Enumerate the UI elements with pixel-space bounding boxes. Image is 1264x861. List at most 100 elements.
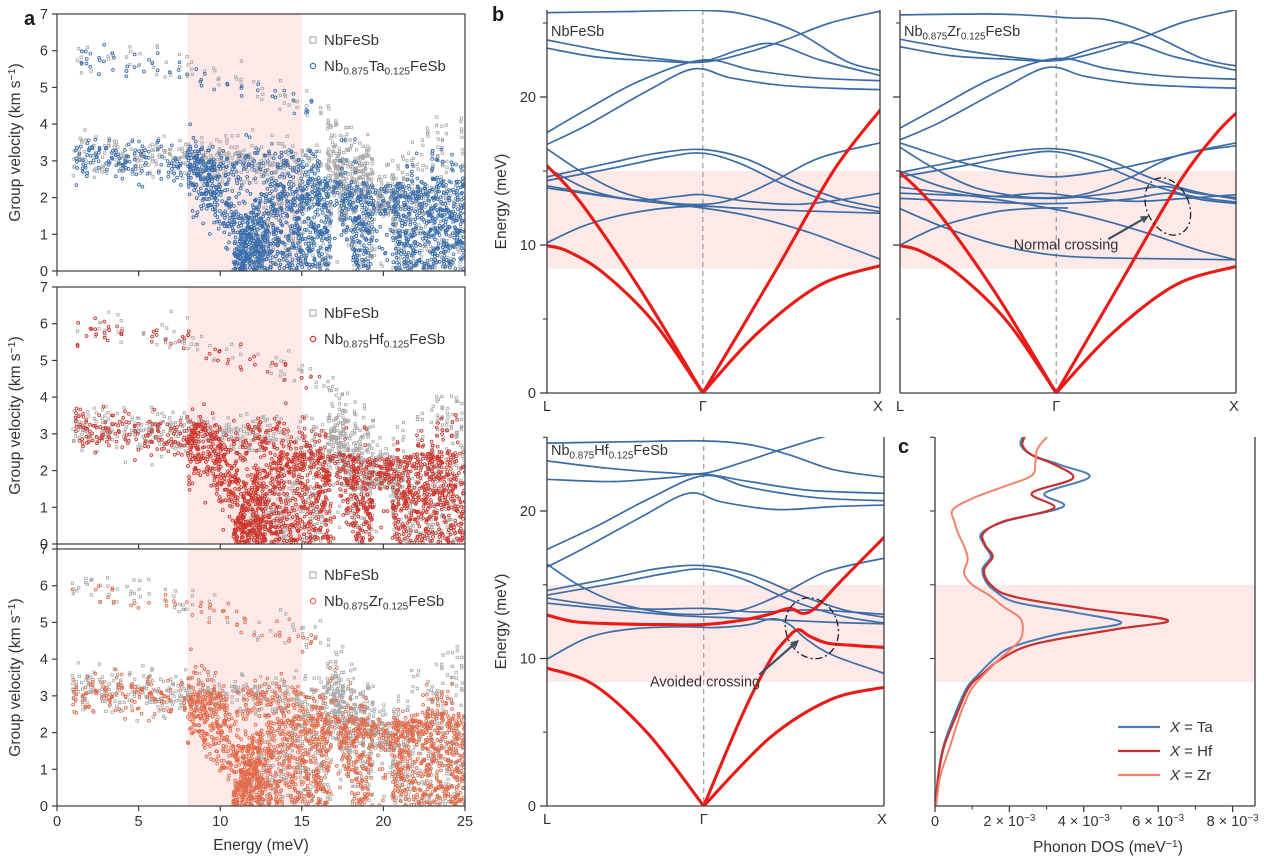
legend-label: NbFeSb: [324, 305, 379, 322]
y-tick-label: 7: [40, 7, 48, 23]
optical-band: [547, 152, 880, 213]
y-tick-label: 10: [520, 238, 536, 254]
scatter-legend: NbFeSb Nb0.875Ta0.125FeSb: [309, 32, 446, 78]
y-tick-label: 5: [40, 615, 48, 631]
acoustic-band: [701, 264, 880, 393]
optical-band: [547, 148, 880, 209]
acoustic-band: [900, 170, 1058, 393]
y-tick-label: 0: [40, 537, 48, 553]
legend-marker-circle: [309, 597, 317, 605]
optical-band: [547, 568, 884, 624]
legend-label: Nb0.875Hf0.125FeSb: [324, 331, 445, 351]
annotation-text: Avoided crossing: [650, 675, 760, 691]
band-panel-bands_nbfesb: 0 10 20 L Γ X Energy (meV) NbFeSb: [493, 10, 883, 415]
x-tick-label: 6 × 10−3: [1132, 813, 1184, 830]
optical-band: [900, 38, 1236, 72]
y-tick-label: 5: [40, 80, 48, 96]
optical-band: [547, 564, 884, 619]
plot-frame: [56, 548, 466, 807]
optical-band: [900, 10, 1236, 63]
x-axis-title: Phonon DOS (meV−1): [1033, 838, 1183, 856]
optical-band: [547, 142, 880, 206]
y-tick-label: 3: [40, 427, 48, 443]
dos-curve-Hf: [935, 437, 1169, 806]
plot-frame: [56, 13, 466, 272]
band-curves: [547, 10, 880, 393]
k-label: X: [877, 812, 887, 828]
panel-a-label: a: [24, 8, 36, 30]
acoustic-band: [547, 666, 706, 806]
dos-panel: 0 2 × 10−3 4 × 10−3 6 × 10−3 8 × 10−3 Phonon …: [930, 436, 1259, 856]
y-tick-label: 6: [40, 579, 48, 595]
scatter-legend: NbFeSb Nb0.875Zr0.125FeSb: [309, 567, 444, 613]
y-tick-label: 1: [40, 762, 48, 778]
optical-band: [547, 557, 884, 616]
annotation: Normal crossing: [1014, 177, 1192, 253]
y-axis-title: Group velocity (km s−1): [6, 63, 24, 221]
legend-marker-square: [309, 36, 317, 44]
acoustic-band: [702, 628, 884, 806]
panel-b-label: b: [492, 4, 505, 26]
optical-band: [900, 13, 1236, 67]
highlight-band: [900, 171, 1236, 269]
legend-label: NbFeSb: [324, 32, 379, 49]
panel-c-label: c: [898, 436, 910, 458]
y-tick-label: 10: [520, 652, 536, 668]
y-tick-label: 0: [528, 386, 536, 402]
optical-band: [900, 186, 1236, 261]
dos-legend: X = Ta X = Hf X = Zr: [1118, 719, 1213, 784]
band-curves: [547, 437, 884, 806]
y-tick-label: 20: [520, 90, 536, 106]
y-tick-label: 20: [520, 504, 536, 520]
legend-label: X = Hf: [1169, 743, 1213, 760]
optical-band: [547, 439, 884, 478]
arrow-head: [790, 639, 800, 649]
acoustic-band: [1054, 264, 1236, 393]
y-axis-title: Group velocity (km s−1): [6, 336, 24, 494]
highlight-band: [547, 171, 880, 269]
acoustic-band: [900, 244, 1058, 393]
optical-band: [547, 473, 884, 495]
legend-label: NbFeSb: [324, 567, 379, 584]
y-tick-label: 4: [40, 117, 48, 133]
x-tick-label: 8 × 10−3: [1207, 813, 1259, 830]
x-tick-label: 10: [212, 814, 228, 830]
doped-points: [73, 42, 465, 271]
x-axis-title: Energy (meV): [213, 837, 309, 854]
band-panel-bands_hf: 0 10 20 L Γ X Energy (meV) Nb0.875Hf0.125FeSb Av…: [493, 436, 887, 828]
acoustic-band: [547, 535, 884, 627]
k-label: L: [896, 399, 904, 415]
legend-label: X = Ta: [1169, 719, 1213, 736]
band-panel-bands_zr: L Γ X Nb0.875Zr0.125FeSb Normal crossing: [893, 10, 1239, 415]
optical-band: [900, 57, 1236, 129]
x-tick-label: 0: [53, 814, 61, 830]
doped-points: [73, 316, 465, 544]
band-curves: [900, 10, 1236, 393]
k-label: L: [543, 812, 551, 828]
legend-marker-square: [309, 571, 317, 579]
crossing-ellipse: [1144, 177, 1192, 236]
x-tick-label: 15: [294, 814, 310, 830]
acoustic-band: [547, 244, 705, 393]
x-tick-label: 25: [457, 814, 473, 830]
velocity-subpanel-Hf: 0 1 2 3 4 5 6 7 Group velocity (km s−1) NbFeSb Nb0…: [6, 280, 466, 553]
doped-points: [70, 584, 465, 806]
band-panel-title: Nb0.875Zr0.125FeSb: [904, 24, 1020, 43]
optical-band: [547, 187, 880, 260]
optical-band: [900, 207, 1236, 261]
legend-label: X = Zr: [1169, 767, 1211, 784]
optical-band: [547, 597, 884, 616]
y-tick-label: 2: [40, 726, 48, 742]
acoustic-band: [1054, 111, 1236, 393]
optical-band: [547, 492, 884, 568]
band-panel-title: NbFeSb: [551, 24, 604, 40]
optical-band: [547, 205, 714, 244]
optical-band: [900, 150, 1236, 203]
optical-band: [547, 10, 880, 64]
crossing-ellipse: [784, 597, 840, 660]
k-label: L: [543, 399, 551, 415]
y-tick-label: 1: [40, 500, 48, 516]
dos-curve-Zr: [935, 437, 1049, 806]
y-tick-label: 5: [40, 353, 48, 369]
